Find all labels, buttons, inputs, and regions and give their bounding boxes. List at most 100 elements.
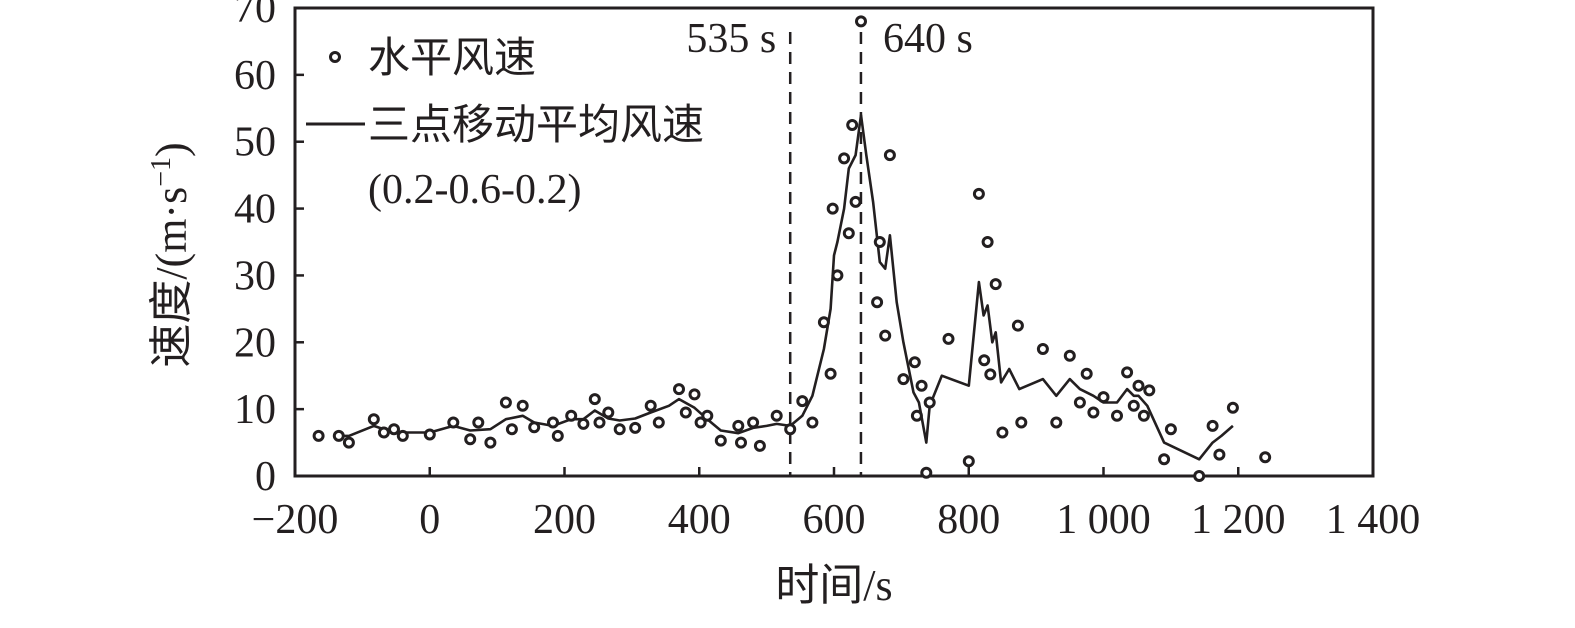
legend-line-label-params: (0.2-0.6-0.2)	[368, 167, 581, 213]
data-point	[826, 202, 839, 215]
data-point	[984, 368, 997, 381]
vline-label-535: 535 s	[686, 16, 776, 62]
data-point	[1226, 401, 1239, 414]
legend-scatter-marker	[329, 51, 341, 63]
data-point	[838, 152, 851, 165]
data-point	[505, 423, 518, 436]
data-point	[942, 332, 955, 345]
data-point	[602, 406, 615, 419]
y-tick-label: 0	[255, 454, 276, 500]
data-point	[528, 421, 541, 434]
data-point	[1143, 384, 1156, 397]
data-point	[915, 379, 928, 392]
data-point	[1097, 391, 1110, 404]
x-tick-label: 1 400	[1326, 497, 1421, 543]
data-point	[1111, 409, 1123, 422]
data-point	[849, 195, 862, 208]
data-point	[972, 187, 985, 200]
data-point	[396, 429, 409, 442]
data-point	[1259, 451, 1272, 464]
data-point	[1063, 349, 1076, 362]
data-point	[565, 409, 578, 422]
data-point	[701, 409, 714, 422]
data-point	[996, 426, 1009, 439]
y-tick-label: 40	[234, 187, 276, 233]
data-point	[1158, 453, 1171, 466]
data-point	[831, 269, 844, 282]
x-tick-label: 1 000	[1056, 497, 1151, 543]
data-point	[770, 409, 783, 422]
data-point	[342, 436, 355, 449]
data-point	[516, 399, 529, 412]
y-axis-title-main: 速度/(m·s	[147, 187, 196, 368]
data-point	[1015, 416, 1028, 429]
data-point	[1193, 470, 1206, 482]
data-point	[447, 416, 460, 429]
data-point	[978, 354, 991, 367]
y-tick-label: 30	[234, 253, 276, 299]
data-point	[989, 278, 1002, 291]
y-tick-label: 10	[234, 387, 276, 433]
data-point	[593, 416, 606, 429]
data-point	[855, 15, 867, 28]
data-point	[1050, 416, 1063, 429]
data-point	[652, 416, 665, 429]
data-point	[472, 416, 485, 429]
data-point	[688, 388, 701, 401]
y-tick-label: 50	[234, 120, 276, 166]
y-tick-label: 20	[234, 320, 276, 366]
data-point	[873, 236, 886, 248]
x-tick-label: 800	[937, 497, 1000, 543]
data-point	[883, 149, 896, 162]
data-point	[842, 227, 855, 240]
data-point	[1164, 423, 1177, 436]
data-point	[1127, 399, 1140, 412]
data-point	[908, 356, 921, 369]
data-point	[796, 395, 809, 408]
data-point	[679, 406, 692, 419]
moving-average-line	[338, 113, 1234, 461]
data-point	[388, 423, 400, 436]
data-point	[897, 373, 910, 386]
data-point	[547, 416, 559, 429]
data-point	[1011, 319, 1024, 332]
legend-scatter-label: 水平风速	[368, 36, 536, 82]
data-point	[484, 436, 497, 449]
data-point	[673, 383, 685, 396]
data-point	[694, 416, 707, 429]
data-point	[1073, 396, 1086, 409]
data-point	[981, 236, 994, 248]
data-point	[1213, 448, 1226, 461]
y-tick-label: 70	[234, 0, 276, 32]
x-axis-title: 时间/s	[775, 561, 892, 610]
data-point	[910, 409, 923, 422]
data-point	[588, 393, 601, 406]
y-axis-title-sup: −1	[146, 157, 177, 187]
data-point	[377, 426, 390, 439]
data-point	[920, 466, 933, 479]
data-point	[806, 416, 819, 429]
data-point	[1036, 343, 1049, 355]
data-point	[577, 417, 590, 430]
data-point	[747, 416, 760, 429]
data-point	[879, 329, 892, 342]
ticks: −200 0 200 400 600 800 1 000 1 200 1 40001020304…	[234, 0, 1420, 543]
data-point	[923, 396, 936, 409]
x-tick-label: 400	[668, 497, 731, 543]
data-point	[423, 428, 436, 441]
x-tick-label: −200	[252, 497, 339, 543]
data-point	[644, 399, 657, 412]
data-point	[784, 423, 797, 436]
y-axis-title-close: )	[147, 142, 196, 157]
data-point	[753, 439, 766, 452]
data-point	[1087, 406, 1100, 419]
vertical-markers: 535 s 640 s	[686, 16, 973, 476]
data-point	[332, 429, 345, 442]
data-point	[551, 429, 564, 442]
horizontal-wind-series	[312, 15, 1272, 482]
data-point	[846, 119, 859, 131]
x-tick-label: 1 200	[1191, 497, 1286, 543]
data-point	[464, 433, 477, 446]
x-tick-label: 600	[803, 497, 866, 543]
